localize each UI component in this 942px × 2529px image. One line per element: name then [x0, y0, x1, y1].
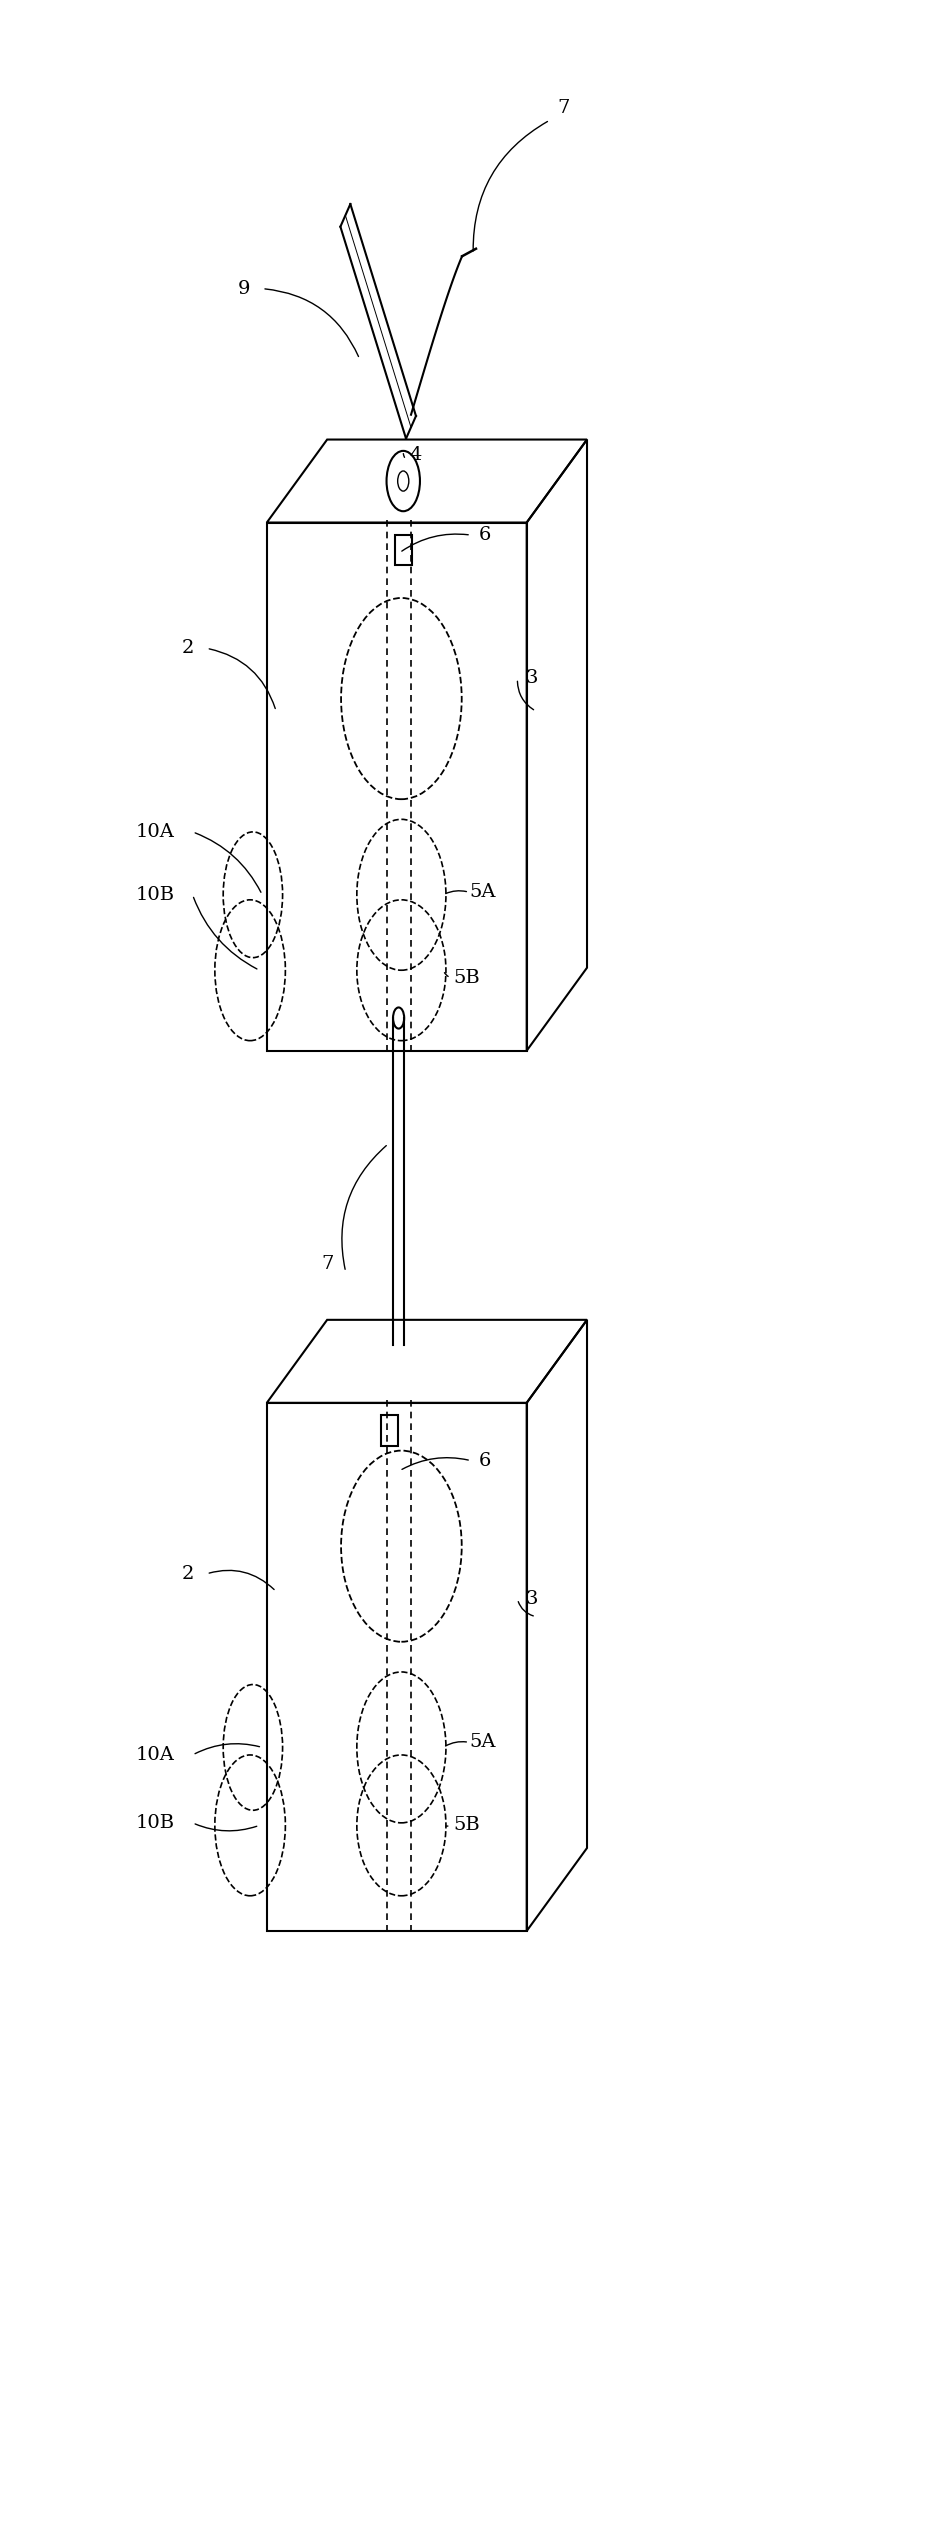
Text: 5B: 5B	[453, 969, 479, 986]
Text: 2: 2	[182, 1565, 194, 1583]
Text: 10B: 10B	[136, 1813, 175, 1831]
Text: 2: 2	[182, 640, 194, 658]
Text: 7: 7	[558, 99, 570, 116]
Text: 5A: 5A	[470, 883, 496, 900]
Text: 5B: 5B	[453, 1816, 479, 1834]
Text: 10A: 10A	[136, 1745, 175, 1763]
Text: 3: 3	[525, 670, 538, 688]
Text: 6: 6	[479, 526, 491, 544]
Text: 7: 7	[321, 1254, 333, 1275]
Text: 10A: 10A	[136, 822, 175, 842]
Text: 5A: 5A	[470, 1732, 496, 1753]
Text: 6: 6	[479, 1452, 491, 1469]
Text: 3: 3	[525, 1591, 538, 1608]
Text: 10B: 10B	[136, 885, 175, 903]
Text: 9: 9	[237, 281, 250, 298]
Text: 4: 4	[409, 445, 421, 463]
